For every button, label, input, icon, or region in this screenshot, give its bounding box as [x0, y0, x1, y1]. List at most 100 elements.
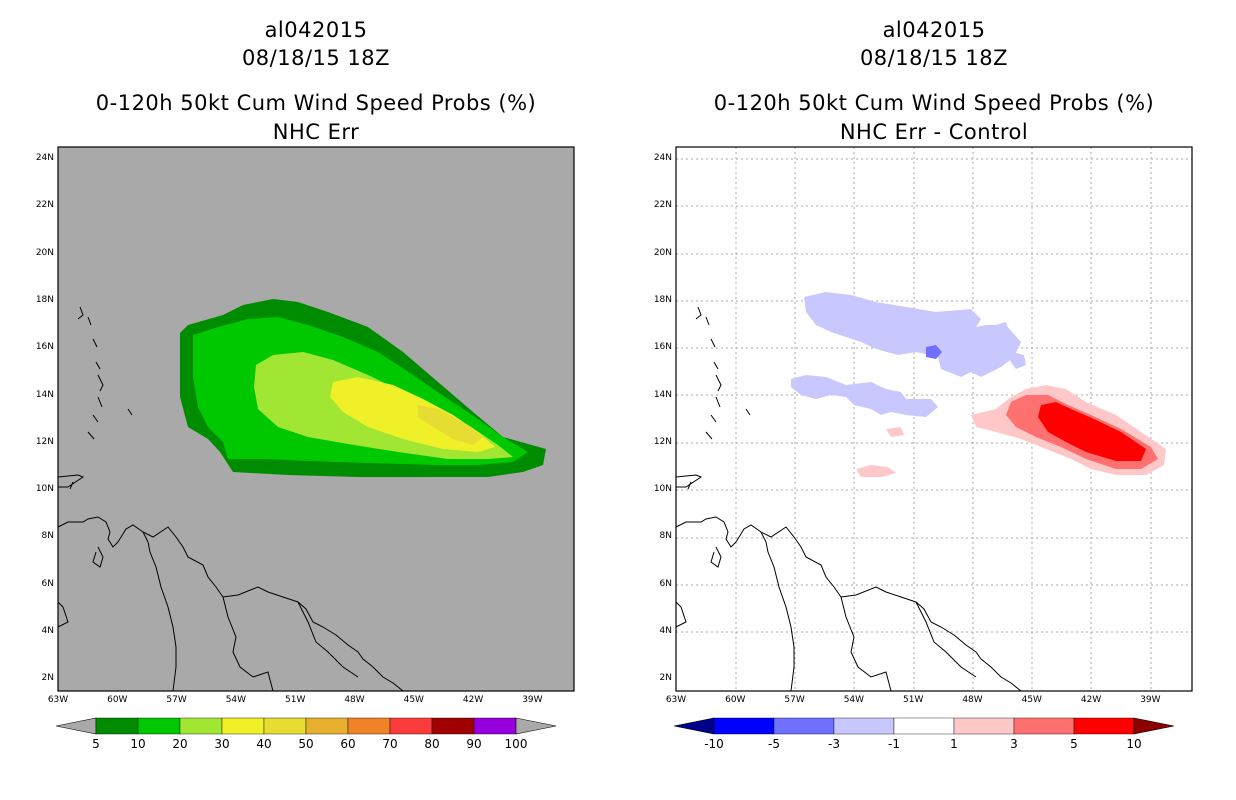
right-positive-contours [856, 385, 1166, 477]
colorbar-label: -1 [888, 737, 900, 751]
lon-label-39w: 39W [1140, 695, 1161, 705]
colorbar-low-arrow [55, 717, 97, 735]
lat-label-2n: 2N [659, 673, 672, 684]
colorbar-segment [179, 717, 223, 735]
colorbar-high-arrow [515, 717, 557, 735]
contour-neg-1c [1010, 352, 1026, 369]
right-storm-id: al042015 [882, 18, 986, 42]
lon-label-54w: 54W [843, 695, 865, 705]
lat-label-18n: 18N [653, 294, 672, 305]
colorbar-segment [431, 717, 475, 735]
left-coastlines [57, 306, 404, 692]
colorbar-label: 5 [92, 737, 100, 751]
colorbar-label: 30 [214, 737, 230, 751]
lat-label-16n: 16N [653, 342, 672, 353]
colorbar-label: 5 [1070, 737, 1078, 751]
lon-label-54w: 54W [225, 695, 247, 705]
lat-label-8n: 8N [659, 531, 672, 542]
right-product-title: 0-120h 50kt Cum Wind Speed Probs (%) [713, 91, 1155, 115]
lon-label-39w: 39W [522, 695, 543, 705]
lat-label-22n: 22N [35, 200, 54, 211]
right-map-frame [675, 146, 1193, 692]
lon-label-60w: 60W [725, 695, 746, 705]
lon-label-63w: 63W [665, 695, 687, 705]
colorbar-segment [347, 717, 391, 735]
lat-label-14n: 14N [35, 389, 54, 400]
colorbar-segment [953, 717, 1015, 735]
colorbar-segment [1013, 717, 1075, 735]
lon-label-48w: 48W [344, 695, 365, 705]
lat-label-24n: 24N [653, 153, 672, 163]
colorbar-segment [833, 717, 895, 735]
contour-40 [418, 405, 483, 445]
colorbar-segment [137, 717, 181, 735]
colorbar-segment [263, 717, 307, 735]
colorbar-segment [95, 717, 139, 735]
left-map-frame [57, 146, 575, 692]
left-probability-map [57, 146, 575, 692]
right-subtitle: NHC Err - Control [839, 120, 1029, 144]
contour-neg-1b [791, 375, 938, 417]
contour-neg-3 [926, 345, 942, 359]
lat-label-14n: 14N [653, 389, 672, 400]
left-subtitle: NHC Err [272, 120, 360, 144]
colorbar-segment [713, 717, 775, 735]
colorbar-segment [893, 717, 955, 735]
lon-label-57w: 57W [166, 695, 187, 705]
left-datetime: 08/18/15 18Z [241, 46, 391, 70]
colorbar-label: 60 [340, 737, 356, 751]
lon-label-42w: 42W [1080, 695, 1102, 705]
right-difference-map [675, 146, 1193, 692]
colorbar-label: 20 [172, 737, 188, 751]
colorbar-label: 3 [1010, 737, 1018, 751]
lon-label-63w: 63W [47, 695, 69, 705]
colorbar-segment [305, 717, 349, 735]
colorbar-segment [773, 717, 835, 735]
colorbar-segment [473, 717, 517, 735]
colorbar-label: 100 [504, 737, 528, 751]
colorbar-segment [389, 717, 433, 735]
lat-label-4n: 4N [41, 626, 54, 636]
lon-label-45w: 45W [403, 695, 424, 705]
lat-label-6n: 6N [659, 578, 672, 589]
colorbar-label: 50 [298, 737, 314, 751]
colorbar-label: -10 [704, 737, 724, 751]
lat-label-20n: 20N [653, 247, 672, 258]
left-probability-contours [180, 299, 546, 477]
contour-neg-1d [996, 322, 1009, 335]
colorbar-label: 80 [424, 737, 440, 751]
lat-label-6n: 6N [41, 578, 54, 589]
lat-label-16n: 16N [35, 342, 54, 353]
colorbar-segment [221, 717, 265, 735]
colorbar-label: 1 [950, 737, 958, 751]
contour-pos-5 [1038, 402, 1146, 461]
colorbar-label: 70 [382, 737, 398, 751]
lon-label-42w: 42W [462, 695, 484, 705]
lat-label-2n: 2N [41, 673, 54, 684]
colorbar-segment [1073, 717, 1135, 735]
colorbar-label: 40 [256, 737, 272, 751]
lat-label-4n: 4N [659, 626, 672, 636]
right-coastlines [675, 306, 1022, 692]
lat-label-18n: 18N [35, 294, 54, 305]
right-negative-contours [791, 292, 1026, 417]
lon-label-48w: 48W [962, 695, 983, 705]
lon-label-45w: 45W [1021, 695, 1042, 705]
left-storm-id: al042015 [264, 18, 368, 42]
lat-label-8n: 8N [41, 531, 54, 542]
colorbar-high-arrow [1133, 717, 1175, 735]
lon-label-60w: 60W [107, 695, 128, 705]
lat-label-10n: 10N [653, 484, 672, 495]
colorbar-label: -5 [768, 737, 780, 751]
left-colorbar [55, 717, 557, 735]
colorbar-label: 90 [466, 737, 482, 751]
lat-label-24n: 24N [35, 153, 54, 163]
right-datetime: 08/18/15 18Z [859, 46, 1009, 70]
right-colorbar [673, 717, 1175, 735]
lat-label-12n: 12N [35, 436, 54, 447]
colorbar-low-arrow [673, 717, 715, 735]
lat-label-20n: 20N [35, 247, 54, 258]
lat-label-10n: 10N [35, 484, 54, 495]
colorbar-label: 10 [1126, 737, 1142, 751]
left-product-title: 0-120h 50kt Cum Wind Speed Probs (%) [95, 91, 537, 115]
